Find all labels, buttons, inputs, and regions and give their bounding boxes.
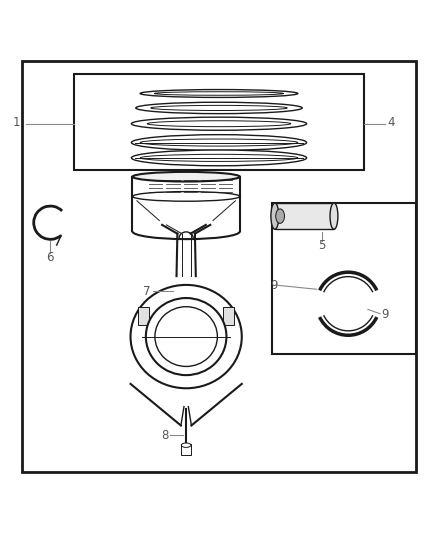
Bar bbox=[223, 308, 234, 325]
Ellipse shape bbox=[140, 155, 298, 161]
Ellipse shape bbox=[131, 150, 307, 166]
Ellipse shape bbox=[276, 209, 285, 223]
Ellipse shape bbox=[131, 135, 307, 150]
Ellipse shape bbox=[151, 106, 287, 110]
Text: 4: 4 bbox=[387, 116, 395, 130]
Ellipse shape bbox=[140, 139, 298, 146]
Ellipse shape bbox=[132, 191, 240, 201]
Ellipse shape bbox=[155, 306, 217, 367]
Bar bbox=[272, 203, 416, 354]
Ellipse shape bbox=[131, 117, 307, 130]
Bar bbox=[275, 203, 334, 229]
Ellipse shape bbox=[131, 285, 242, 388]
Ellipse shape bbox=[330, 203, 338, 229]
Text: 5: 5 bbox=[318, 239, 325, 252]
Ellipse shape bbox=[146, 298, 226, 375]
Bar bbox=[74, 74, 364, 170]
Text: 1: 1 bbox=[13, 116, 21, 130]
Ellipse shape bbox=[136, 102, 302, 114]
Ellipse shape bbox=[181, 443, 191, 447]
Ellipse shape bbox=[154, 92, 284, 95]
Ellipse shape bbox=[147, 121, 291, 127]
Ellipse shape bbox=[271, 203, 279, 229]
Text: 9: 9 bbox=[270, 279, 278, 292]
Bar bbox=[181, 445, 191, 455]
Text: 7: 7 bbox=[143, 285, 151, 298]
Text: 9: 9 bbox=[381, 308, 389, 321]
Ellipse shape bbox=[140, 90, 298, 98]
Text: 6: 6 bbox=[46, 251, 54, 264]
Text: 8: 8 bbox=[161, 429, 168, 442]
Bar bbox=[138, 308, 149, 325]
Ellipse shape bbox=[132, 172, 240, 182]
